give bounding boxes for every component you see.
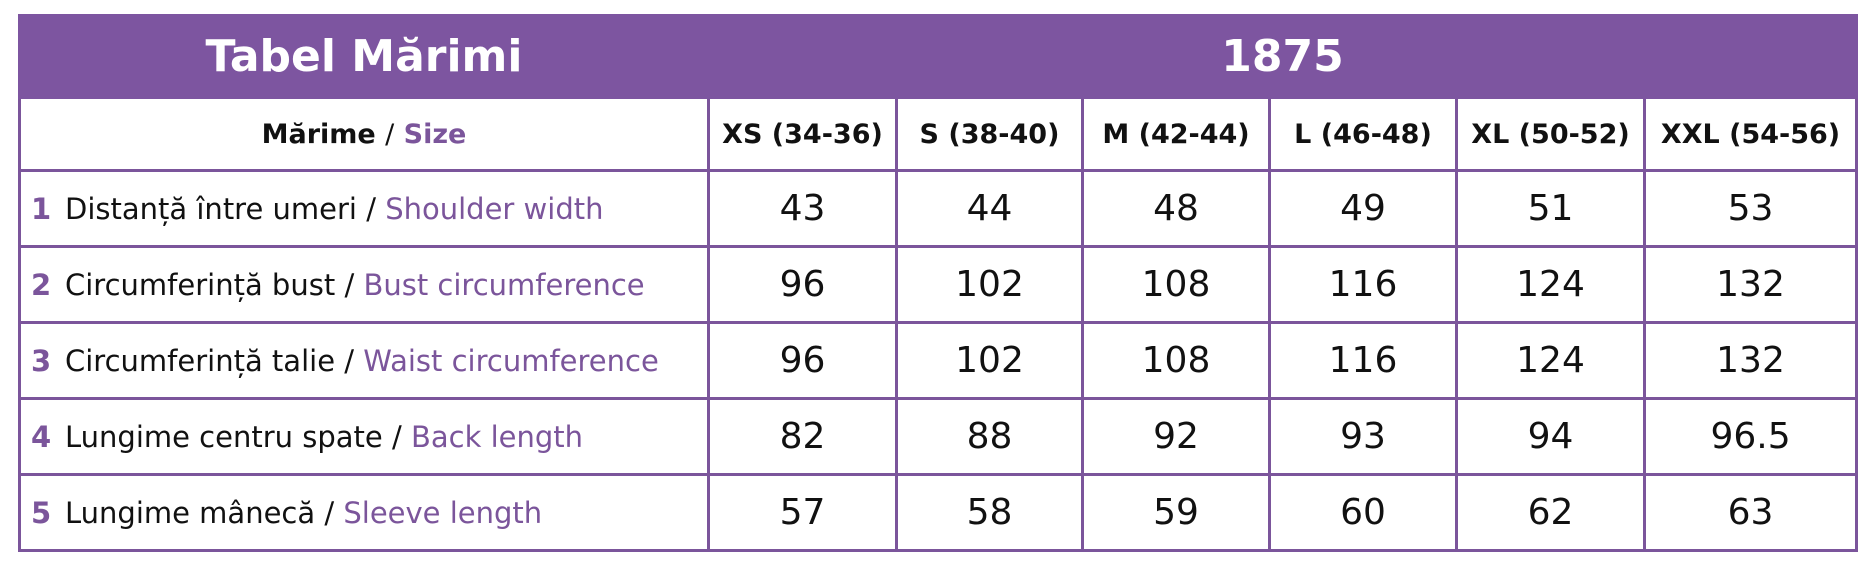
measure-value: 92 [1081, 397, 1271, 476]
data-row: 4 Lungime centru spate / Back length 82 88 9… [18, 397, 1859, 476]
measure-number: 5 [31, 495, 52, 530]
table-title: Tabel Mărimi [18, 14, 710, 99]
measure-label: 1 Distanță între umeri / Shoulder width [18, 169, 710, 248]
measure-value: 116 [1268, 245, 1458, 324]
measure-value: 96 [707, 321, 898, 400]
measure-number: 1 [31, 191, 52, 226]
separator: / [366, 191, 376, 226]
size-column-header: M (42-44) [1081, 96, 1271, 172]
measure-value: 102 [895, 321, 1084, 400]
measure-value: 93 [1268, 397, 1458, 476]
size-column-header: S (38-40) [895, 96, 1084, 172]
measure-value: 88 [895, 397, 1084, 476]
measure-name-en: Sleeve length [343, 495, 543, 530]
measure-value: 96.5 [1642, 397, 1859, 476]
separator: / [324, 495, 335, 530]
measure-value: 94 [1455, 397, 1646, 476]
measure-value: 62 [1455, 473, 1646, 552]
measure-name-en: Waist circumference [363, 343, 659, 378]
measure-value: 44 [895, 169, 1084, 248]
separator: / [344, 267, 355, 302]
size-table: Tabel Mărimi 1875 Mărime / Size XS (34-3… [18, 14, 1859, 552]
size-label-en: Size [403, 118, 467, 150]
size-table-wrapper: Tabel Mărimi 1875 Mărime / Size XS (34-3… [18, 14, 1859, 552]
data-row: 1 Distanță între umeri / Shoulder width 43… [18, 169, 1859, 248]
data-row: 5 Lungime mânecă / Sleeve length 57 58 59 60 6… [18, 473, 1859, 552]
measure-number: 3 [31, 343, 52, 378]
measure-name-ro: Distanță între umeri [65, 191, 357, 226]
header-row: Mărime / Size XS (34-36) S (38-40) M (42-4… [18, 96, 1859, 172]
data-row: 3 Circumferință talie / Waist circumferen… [18, 321, 1859, 400]
product-code: 1875 [706, 14, 1859, 99]
measure-value: 132 [1642, 245, 1859, 324]
measure-label: 5 Lungime mânecă / Sleeve length [18, 473, 710, 552]
measure-value: 102 [895, 245, 1084, 324]
measure-value: 124 [1455, 245, 1646, 324]
measure-name-ro: Lungime centru spate [65, 419, 383, 454]
measure-value: 82 [707, 397, 898, 476]
measure-name-ro: Circumferință talie [65, 343, 336, 378]
measure-name-en: Back length [410, 419, 584, 454]
measure-value: 132 [1642, 321, 1859, 400]
size-column-header: XL (50-52) [1455, 96, 1646, 172]
separator: / [385, 118, 395, 150]
data-row: 2 Circumferință bust / Bust circumference… [18, 245, 1859, 324]
measure-value: 51 [1455, 169, 1646, 248]
size-column-header: XXL (54-56) [1642, 96, 1859, 172]
size-label-ro: Mărime [261, 118, 376, 150]
separator: / [344, 343, 355, 378]
measure-label: 3 Circumferință talie / Waist circumferen… [18, 321, 710, 400]
measure-value: 108 [1081, 245, 1271, 324]
title-row: Tabel Mărimi 1875 [18, 14, 1859, 99]
measure-value: 53 [1642, 169, 1859, 248]
measure-value: 63 [1642, 473, 1859, 552]
measure-value: 59 [1081, 473, 1271, 552]
measure-label: 4 Lungime centru spate / Back length [18, 397, 710, 476]
measure-value: 49 [1268, 169, 1458, 248]
size-label: Mărime / Size [18, 96, 710, 172]
size-column-header: L (46-48) [1268, 96, 1458, 172]
size-column-header: XS (34-36) [707, 96, 898, 172]
measure-label: 2 Circumferință bust / Bust circumference [18, 245, 710, 324]
measure-name-ro: Lungime mânecă [65, 495, 316, 530]
measure-value: 124 [1455, 321, 1646, 400]
measure-value: 60 [1268, 473, 1458, 552]
measure-name-en: Bust circumference [363, 267, 645, 302]
measure-name-en: Shoulder width [385, 191, 604, 226]
measure-value: 108 [1081, 321, 1271, 400]
measure-value: 58 [895, 473, 1084, 552]
separator: / [391, 419, 402, 454]
measure-value: 96 [707, 245, 898, 324]
measure-name-ro: Circumferință bust [65, 267, 336, 302]
measure-value: 48 [1081, 169, 1271, 248]
measure-value: 116 [1268, 321, 1458, 400]
measure-number: 2 [31, 267, 52, 302]
table-body: Tabel Mărimi 1875 Mărime / Size XS (34-3… [18, 14, 1859, 552]
measure-value: 43 [707, 169, 898, 248]
measure-value: 57 [707, 473, 898, 552]
measure-number: 4 [31, 419, 52, 454]
